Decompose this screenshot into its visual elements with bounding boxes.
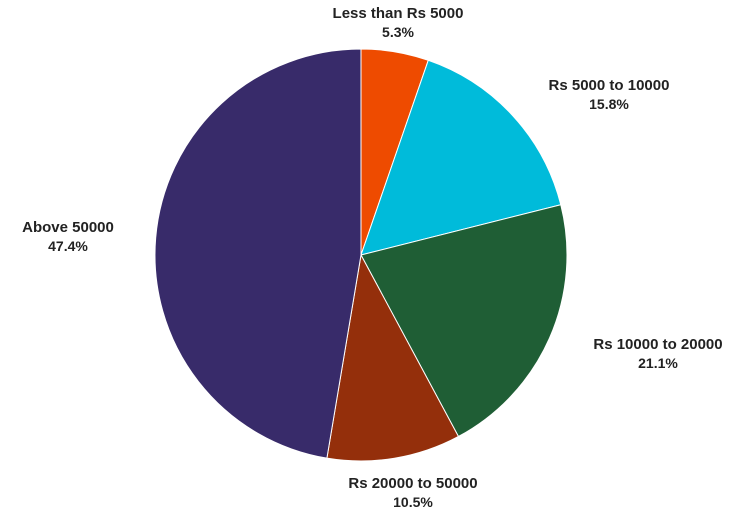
slice-value-label-5: 47.4% — [48, 238, 88, 254]
labels-layer: Less than Rs 5000 5.3% Rs 5000 to 10000 15.… — [22, 5, 723, 510]
slice-label-3: Rs 10000 to 20000 — [593, 336, 722, 353]
slice-value-label-2: 15.8% — [589, 96, 629, 112]
pie-slice-2 — [360, 59, 562, 256]
slice-label-4: Rs 20000 to 50000 — [348, 475, 477, 492]
slice-value-label-3: 21.1% — [638, 355, 678, 371]
slice-label-2: Rs 5000 to 10000 — [549, 77, 670, 94]
pie-slice-3 — [360, 204, 568, 438]
pie-slice-4 — [326, 253, 460, 462]
slice-value-label-4: 10.5% — [393, 494, 433, 510]
pie-slice-5 — [154, 48, 362, 459]
slice-value-label-1: 5.3% — [382, 24, 414, 40]
slice-label-5: Above 50000 — [22, 219, 114, 236]
slice-label-1: Less than Rs 5000 — [333, 5, 464, 22]
slices-layer — [154, 48, 568, 462]
